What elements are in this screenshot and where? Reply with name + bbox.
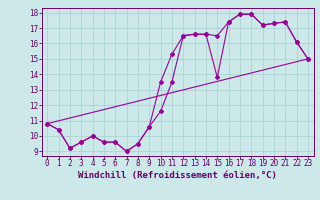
X-axis label: Windchill (Refroidissement éolien,°C): Windchill (Refroidissement éolien,°C): [78, 171, 277, 180]
